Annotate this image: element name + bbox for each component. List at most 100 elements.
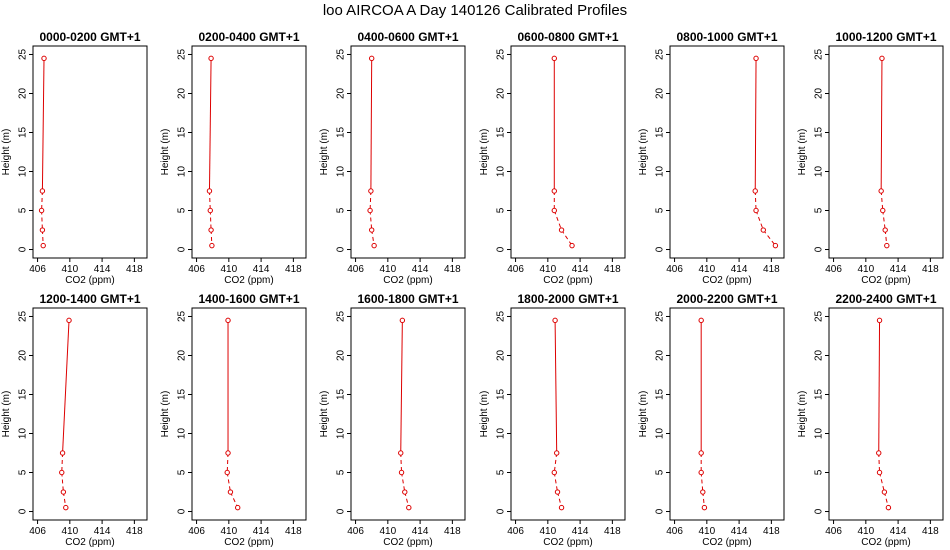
plot-frame — [350, 307, 466, 521]
y-tick-label: 25 — [655, 310, 666, 322]
x-tick-label: 410 — [61, 264, 78, 275]
data-point — [38, 207, 45, 214]
y-tick-label: 25 — [177, 310, 188, 322]
data-point — [882, 227, 888, 233]
y-axis-label: Height (m) — [1, 391, 12, 438]
y-tick-label: 25 — [336, 310, 347, 322]
profile-segment — [400, 320, 403, 454]
y-tick-label: 20 — [655, 87, 666, 99]
profile-panel: 0600-0800 GMT+1 406 410 414 418 CO2 (ppm) 0 5 10… — [479, 30, 626, 286]
x-tick-label: 406 — [188, 264, 205, 275]
x-axis-label: CO2 (ppm) — [383, 537, 432, 548]
profile-segment — [878, 452, 881, 473]
y-axis-label: Height (m) — [1, 129, 12, 176]
panel-title: 0600-0800 GMT+1 — [517, 30, 618, 44]
y-tick-label: 0 — [814, 246, 825, 252]
data-point — [878, 188, 884, 194]
x-tick-label: 406 — [347, 526, 364, 537]
y-axis-label: Height (m) — [319, 129, 330, 176]
y-tick-label: 0 — [177, 508, 188, 514]
y-tick-label: 0 — [18, 508, 29, 514]
x-tick-label: 406 — [347, 264, 364, 275]
plot-frame — [191, 45, 307, 259]
y-tick-label: 10 — [336, 428, 347, 440]
x-axis-label: CO2 (ppm) — [383, 275, 432, 286]
profile-panel: 1800-2000 GMT+1 406 410 414 418 CO2 (ppm) 0 5 10… — [479, 292, 626, 548]
x-tick-label: 406 — [188, 526, 205, 537]
data-point — [398, 450, 404, 456]
data-point — [880, 207, 886, 214]
x-tick-label: 410 — [698, 526, 715, 537]
profile-panel: 0800-1000 GMT+1 406 410 414 418 CO2 (ppm) 0 5 10… — [638, 30, 785, 286]
data-point — [398, 469, 405, 476]
data-point — [368, 227, 375, 233]
plot-frame — [828, 45, 944, 259]
y-tick-label: 15 — [177, 126, 188, 138]
y-tick-label: 5 — [336, 469, 347, 475]
profile-segment — [41, 210, 43, 231]
y-tick-label: 5 — [18, 469, 29, 475]
profile-panel: 1400-1600 GMT+1 406 410 414 418 CO2 (ppm) 0 5 10… — [160, 292, 307, 548]
y-axis-label: Height (m) — [797, 391, 808, 438]
panel-title: 0800-1000 GMT+1 — [676, 30, 777, 44]
x-tick-label: 406 — [29, 264, 46, 275]
y-axis-label: Height (m) — [479, 129, 490, 176]
x-tick-label: 414 — [572, 526, 589, 537]
x-tick-label: 414 — [94, 526, 111, 537]
x-tick-label: 406 — [29, 526, 46, 537]
x-tick-label: 406 — [666, 526, 683, 537]
x-tick-label: 410 — [539, 526, 556, 537]
x-axis-label: CO2 (ppm) — [543, 275, 592, 286]
x-tick-label: 414 — [731, 264, 748, 275]
y-tick-label: 15 — [336, 388, 347, 400]
data-point — [41, 55, 47, 62]
panel-title: 0400-0600 GMT+1 — [357, 30, 458, 44]
data-point — [59, 450, 66, 456]
x-axis-label: CO2 (ppm) — [65, 537, 114, 548]
data-point — [224, 469, 230, 476]
profile-panel: 1200-1400 GMT+1 406 410 414 418 CO2 (ppm) 0 5 10… — [1, 292, 148, 548]
y-axis-label: Height (m) — [160, 391, 171, 438]
profile-segment — [208, 190, 211, 211]
y-tick-label: 20 — [336, 349, 347, 361]
data-point — [881, 489, 888, 495]
profile-panel: 1000-1200 GMT+1 406 410 414 418 CO2 (ppm) 0 5 10… — [797, 30, 944, 286]
y-tick-label: 5 — [336, 207, 347, 213]
x-tick-label: 406 — [507, 526, 524, 537]
y-tick-label: 20 — [496, 87, 507, 99]
data-point — [209, 242, 215, 249]
profile-segment — [553, 472, 559, 493]
data-point — [876, 469, 883, 476]
data-point — [760, 227, 767, 233]
data-point — [402, 489, 408, 495]
y-tick-label: 10 — [814, 428, 825, 440]
y-tick-label: 25 — [336, 48, 347, 60]
profile-segment — [754, 58, 757, 192]
panel-title: 2200-2400 GMT+1 — [835, 292, 936, 306]
y-tick-label: 15 — [336, 126, 347, 138]
y-tick-label: 10 — [655, 428, 666, 440]
y-tick-label: 10 — [336, 166, 347, 178]
y-tick-label: 10 — [814, 166, 825, 178]
x-tick-label: 410 — [61, 526, 78, 537]
y-tick-label: 0 — [18, 246, 29, 252]
x-tick-label: 418 — [763, 264, 780, 275]
y-tick-label: 20 — [177, 349, 188, 361]
x-tick-label: 414 — [890, 264, 907, 275]
data-point — [63, 504, 69, 511]
data-point — [551, 55, 557, 62]
plot-frame — [350, 45, 466, 259]
plot-frame — [32, 45, 148, 259]
x-axis-label: CO2 (ppm) — [702, 537, 751, 548]
profile-segment — [62, 320, 70, 454]
y-tick-label: 15 — [814, 126, 825, 138]
data-point — [558, 227, 565, 233]
data-point — [885, 504, 892, 511]
y-tick-label: 0 — [655, 246, 666, 252]
profile-panel: 0400-0600 GMT+1 406 410 414 418 CO2 (ppm) 0 5 10… — [319, 30, 466, 286]
profile-segment — [208, 58, 212, 192]
profile-segment — [370, 58, 373, 192]
y-tick-label: 0 — [496, 508, 507, 514]
data-point — [368, 188, 374, 194]
x-tick-label: 406 — [507, 264, 524, 275]
